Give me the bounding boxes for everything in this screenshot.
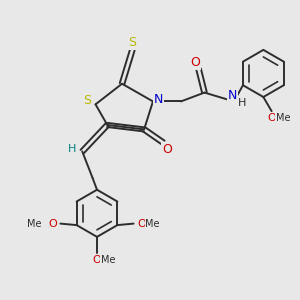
Text: Me: Me <box>27 219 42 229</box>
Text: H: H <box>238 98 246 108</box>
Text: N: N <box>228 89 237 102</box>
Text: Me: Me <box>101 255 116 265</box>
Text: O: O <box>162 142 172 156</box>
Text: O: O <box>137 219 146 229</box>
Text: S: S <box>83 94 91 107</box>
Text: S: S <box>128 36 136 49</box>
Text: O: O <box>190 56 200 69</box>
Text: N: N <box>154 93 164 106</box>
Text: Me: Me <box>146 219 160 229</box>
Text: O: O <box>49 219 57 229</box>
Text: H: H <box>68 143 76 154</box>
Text: O: O <box>267 113 276 123</box>
Text: O: O <box>93 255 101 265</box>
Text: Me: Me <box>276 113 291 123</box>
